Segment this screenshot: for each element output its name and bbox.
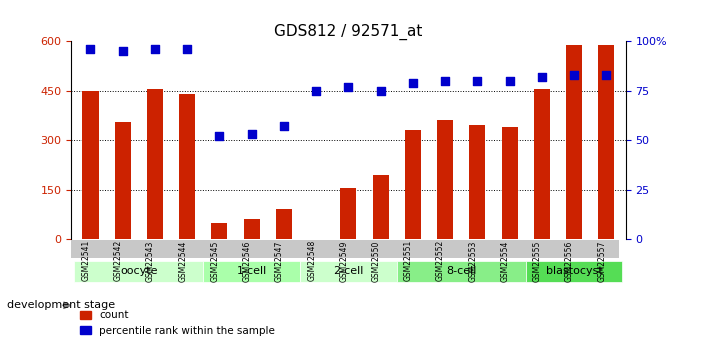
Point: [246, 131, 257, 137]
FancyBboxPatch shape: [71, 240, 619, 258]
Text: GSM22541: GSM22541: [82, 240, 90, 282]
Bar: [341, 188, 356, 239]
Bar: [82, 91, 99, 239]
Bar: [373, 175, 389, 239]
Point: [536, 74, 547, 80]
Point: [117, 49, 129, 54]
Text: GSM22552: GSM22552: [436, 240, 445, 282]
Text: GSM22555: GSM22555: [533, 240, 542, 282]
Bar: [534, 89, 550, 239]
Text: GSM22554: GSM22554: [501, 240, 510, 282]
Point: [407, 80, 419, 86]
Point: [439, 78, 451, 84]
Point: [85, 47, 96, 52]
Text: GSM22544: GSM22544: [178, 240, 187, 282]
Bar: [211, 223, 228, 239]
Point: [375, 88, 386, 93]
Point: [214, 134, 225, 139]
Bar: [405, 130, 421, 239]
Text: development stage: development stage: [7, 300, 115, 310]
Text: GSM22549: GSM22549: [339, 240, 348, 282]
Bar: [114, 122, 131, 239]
Text: GSM22553: GSM22553: [469, 240, 477, 282]
Point: [311, 88, 322, 93]
Text: GSM22546: GSM22546: [242, 240, 252, 282]
Point: [149, 47, 161, 52]
Text: 1-cell: 1-cell: [237, 266, 267, 276]
Text: GSM22557: GSM22557: [597, 240, 606, 282]
Text: GSM22556: GSM22556: [565, 240, 574, 282]
Point: [568, 72, 579, 78]
Text: oocyte: oocyte: [120, 266, 158, 276]
Text: GSM22545: GSM22545: [210, 240, 220, 282]
FancyBboxPatch shape: [300, 261, 397, 282]
FancyBboxPatch shape: [525, 261, 622, 282]
Text: blastocyst: blastocyst: [546, 266, 602, 276]
Bar: [566, 45, 582, 239]
Text: GSM22543: GSM22543: [146, 240, 155, 282]
Bar: [469, 125, 486, 239]
Text: GSM22551: GSM22551: [404, 240, 413, 282]
Bar: [179, 94, 196, 239]
Point: [181, 47, 193, 52]
FancyBboxPatch shape: [75, 261, 203, 282]
Bar: [598, 45, 614, 239]
Bar: [276, 209, 292, 239]
Text: GSM22548: GSM22548: [307, 240, 316, 282]
Point: [343, 84, 354, 90]
Text: GSM22550: GSM22550: [372, 240, 380, 282]
Text: 8-cell: 8-cell: [446, 266, 476, 276]
Point: [471, 78, 483, 84]
Bar: [437, 120, 453, 239]
FancyBboxPatch shape: [397, 261, 525, 282]
Point: [504, 78, 515, 84]
Text: 2-cell: 2-cell: [333, 266, 363, 276]
Bar: [147, 89, 163, 239]
Title: GDS812 / 92571_at: GDS812 / 92571_at: [274, 24, 422, 40]
Point: [278, 124, 289, 129]
Bar: [244, 219, 260, 239]
Legend: count, percentile rank within the sample: count, percentile rank within the sample: [76, 306, 279, 340]
Point: [601, 72, 612, 78]
Bar: [501, 127, 518, 239]
Text: GSM22542: GSM22542: [114, 240, 123, 282]
FancyBboxPatch shape: [203, 261, 300, 282]
Text: GSM22547: GSM22547: [275, 240, 284, 282]
